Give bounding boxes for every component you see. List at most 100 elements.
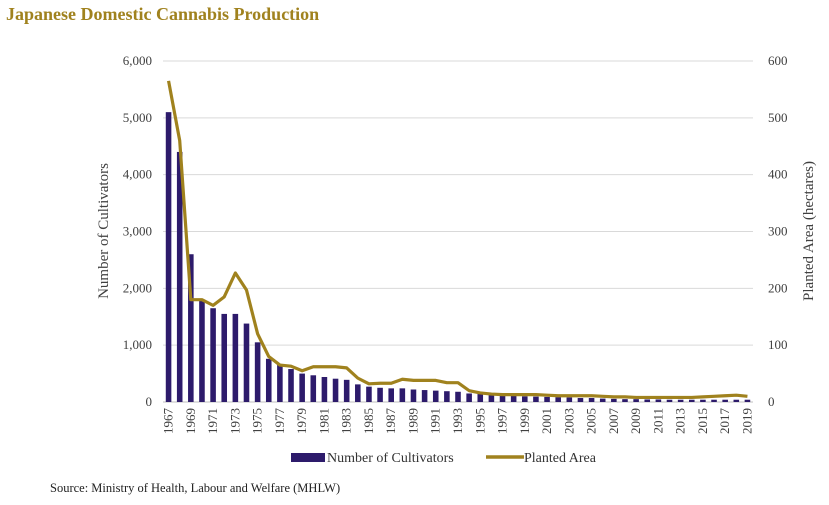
bar-cultivators bbox=[288, 369, 294, 402]
bar-cultivators bbox=[688, 399, 695, 402]
bar-cultivators bbox=[188, 254, 194, 402]
x-tick-label: 2017 bbox=[717, 408, 732, 435]
bar-cultivators bbox=[533, 396, 539, 402]
bar-cultivators bbox=[232, 313, 239, 402]
x-tick-label: 1969 bbox=[183, 408, 198, 434]
bar-cultivators bbox=[622, 399, 628, 402]
bar-cultivators bbox=[410, 389, 417, 402]
bar-cultivators bbox=[299, 373, 305, 402]
bar-cultivators bbox=[633, 399, 639, 402]
bar-cultivators bbox=[599, 398, 606, 402]
x-tick-label: 1991 bbox=[428, 408, 443, 434]
x-tick-label: 1993 bbox=[450, 408, 465, 434]
x-tick-label: 1967 bbox=[161, 408, 176, 435]
bar-cultivators bbox=[722, 399, 728, 402]
x-tick-label: 2007 bbox=[606, 408, 621, 435]
y2-tick-label: 100 bbox=[768, 337, 788, 352]
y2-tick-label: 600 bbox=[768, 53, 788, 68]
x-tick-label: 1997 bbox=[495, 408, 510, 435]
y-tick-label: 6,000 bbox=[123, 53, 152, 68]
x-tick-label: 2009 bbox=[628, 408, 643, 434]
legend-label-cultivators: Number of Cultivators bbox=[327, 451, 454, 466]
bar-cultivators bbox=[733, 399, 740, 402]
bar-cultivators bbox=[332, 378, 339, 402]
bar-cultivators bbox=[243, 323, 250, 402]
bar-cultivators bbox=[355, 384, 361, 402]
axes: 0 0 1,000 100 2,000 200 3,000 300 4,000 400 5,000 5… bbox=[123, 53, 788, 434]
x-tick-label: 2005 bbox=[584, 408, 599, 434]
bar-cultivators bbox=[444, 391, 450, 402]
bar-cultivators bbox=[466, 393, 472, 402]
x-tick-label: 1975 bbox=[250, 408, 265, 434]
x-tick-label: 1987 bbox=[383, 408, 398, 435]
bar-cultivators bbox=[666, 399, 673, 402]
bar-cultivators bbox=[477, 394, 484, 402]
bar-cultivators bbox=[265, 358, 272, 402]
y2-tick-label: 400 bbox=[768, 167, 788, 182]
bar-cultivators bbox=[744, 399, 751, 402]
bar-cultivators bbox=[343, 379, 350, 402]
x-tick-label: 1985 bbox=[361, 408, 376, 434]
x-tick-label: 1979 bbox=[294, 408, 309, 434]
x-tick-label: 1999 bbox=[517, 408, 532, 434]
bar-cultivators bbox=[555, 397, 561, 402]
bar-cultivators bbox=[655, 399, 662, 402]
bar-cultivators bbox=[199, 299, 205, 402]
bar-cultivators bbox=[388, 388, 394, 402]
bar-cultivators bbox=[700, 399, 706, 402]
x-tick-label: 1971 bbox=[205, 408, 220, 434]
y2-tick-label: 200 bbox=[768, 280, 788, 295]
bar-cultivators bbox=[499, 395, 506, 402]
y2-tick-label: 0 bbox=[768, 394, 775, 409]
bar-cultivators bbox=[677, 399, 684, 402]
y-axis-title: Number of Cultivators bbox=[96, 163, 112, 299]
x-tick-label: 1989 bbox=[405, 408, 420, 434]
bar-cultivators bbox=[254, 342, 261, 402]
y2-axis-title: Planted Area (hectares) bbox=[801, 161, 817, 301]
bar-cultivators bbox=[277, 365, 283, 402]
bar-cultivators bbox=[432, 390, 439, 402]
y2-tick-label: 500 bbox=[768, 110, 788, 125]
bar-cultivators bbox=[588, 398, 595, 402]
bar-cultivators bbox=[377, 387, 383, 402]
x-tick-label: 1973 bbox=[227, 408, 242, 434]
x-tick-label: 1981 bbox=[316, 408, 331, 434]
x-tick-label: 2001 bbox=[539, 408, 554, 434]
grid-lines bbox=[163, 60, 753, 403]
x-tick-label: 1977 bbox=[272, 408, 287, 435]
bar-cultivators bbox=[488, 394, 495, 402]
bar-series bbox=[165, 112, 751, 403]
x-tick-label: 1983 bbox=[339, 408, 354, 434]
bar-cultivators bbox=[310, 375, 317, 402]
x-tick-label: 2003 bbox=[561, 408, 576, 434]
bar-cultivators bbox=[165, 112, 172, 403]
source-note: Source: Ministry of Health, Labour and W… bbox=[50, 481, 341, 495]
bar-cultivators bbox=[455, 391, 461, 402]
bar-cultivators bbox=[644, 399, 651, 402]
x-tick-label: 2011 bbox=[650, 408, 665, 434]
y-tick-label: 5,000 bbox=[123, 110, 152, 125]
legend-label-planted-area: Planted Area bbox=[524, 451, 597, 466]
legend-swatch-cultivators bbox=[291, 453, 325, 462]
y-tick-label: 1,000 bbox=[123, 337, 152, 352]
bar-cultivators bbox=[566, 397, 573, 402]
bar-cultivators bbox=[510, 395, 517, 402]
x-tick-label: 2019 bbox=[739, 408, 754, 434]
bar-cultivators bbox=[321, 376, 328, 402]
bar-cultivators bbox=[176, 151, 183, 402]
line-planted-area bbox=[166, 80, 748, 400]
x-tick-label: 2013 bbox=[673, 408, 688, 434]
x-tick-label: 1995 bbox=[472, 408, 487, 434]
bar-cultivators bbox=[210, 308, 216, 402]
bar-cultivators bbox=[421, 390, 428, 402]
bar-cultivators bbox=[522, 396, 528, 402]
bar-cultivators bbox=[611, 398, 617, 402]
bar-cultivators bbox=[366, 386, 372, 402]
legend: Number of Cultivators Planted Area bbox=[291, 451, 597, 466]
y2-tick-label: 300 bbox=[768, 224, 788, 239]
y-tick-label: 3,000 bbox=[123, 224, 152, 239]
x-tick-label: 2015 bbox=[695, 408, 710, 434]
y-tick-label: 0 bbox=[146, 394, 153, 409]
y-tick-label: 2,000 bbox=[123, 280, 152, 295]
